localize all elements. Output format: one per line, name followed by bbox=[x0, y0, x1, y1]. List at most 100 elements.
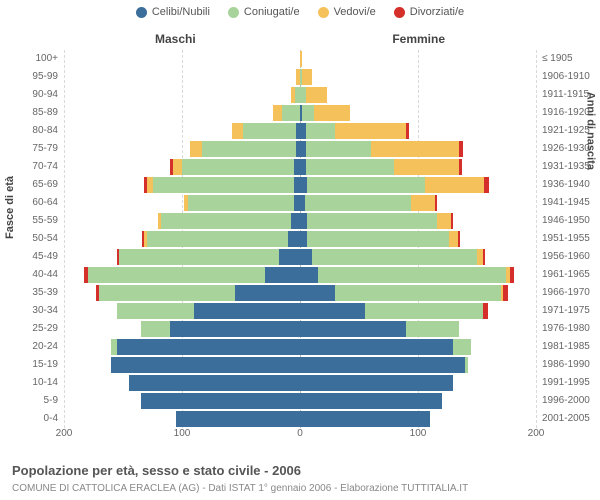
bar-segment bbox=[302, 69, 311, 85]
birth-tick: 1961-1965 bbox=[538, 266, 600, 284]
bar-segment bbox=[141, 321, 171, 337]
male-bar bbox=[141, 321, 300, 337]
bar-segment bbox=[302, 105, 314, 121]
bar-segment bbox=[459, 141, 463, 157]
birth-tick: 1986-1990 bbox=[538, 356, 600, 374]
bar-segment bbox=[235, 285, 300, 301]
birth-tick: 1991-1995 bbox=[538, 374, 600, 392]
female-label: Femmine bbox=[392, 32, 445, 46]
pyramid-row bbox=[64, 302, 536, 320]
bar-segment bbox=[306, 87, 327, 103]
legend-item: Divorziati/e bbox=[394, 6, 464, 18]
x-tick: 100 bbox=[174, 428, 191, 439]
pyramid-row bbox=[64, 392, 536, 410]
legend-label: Celibi/Nubili bbox=[152, 6, 210, 18]
bar-segment bbox=[449, 231, 458, 247]
birth-tick: 1941-1945 bbox=[538, 194, 600, 212]
male-bar bbox=[232, 123, 300, 139]
bar-segment bbox=[300, 303, 365, 319]
birth-tick: 1981-1985 bbox=[538, 338, 600, 356]
bar-segment bbox=[300, 213, 307, 229]
bar-segment bbox=[188, 195, 294, 211]
pyramid-row bbox=[64, 338, 536, 356]
bar-segment bbox=[170, 321, 300, 337]
female-bar bbox=[300, 303, 488, 319]
bar-segment bbox=[119, 249, 278, 265]
pyramid-row bbox=[64, 284, 536, 302]
bar-segment bbox=[99, 285, 235, 301]
male-bar bbox=[141, 393, 300, 409]
bar-segment bbox=[483, 303, 488, 319]
bar-segment bbox=[300, 321, 406, 337]
bar-segment bbox=[273, 105, 282, 121]
age-tick: 10-14 bbox=[0, 374, 62, 392]
bar-segment bbox=[300, 339, 453, 355]
bar-segment bbox=[300, 357, 465, 373]
bar-segment bbox=[453, 339, 471, 355]
birth-tick: 1966-1970 bbox=[538, 284, 600, 302]
female-bar bbox=[300, 141, 463, 157]
female-bar bbox=[300, 249, 485, 265]
female-bar bbox=[300, 393, 442, 409]
male-label: Maschi bbox=[155, 32, 196, 46]
bar-segment bbox=[291, 213, 300, 229]
female-bar bbox=[300, 87, 327, 103]
pyramid-row bbox=[64, 248, 536, 266]
bar-segment bbox=[305, 195, 411, 211]
bar-segment bbox=[300, 285, 335, 301]
pyramid-row bbox=[64, 176, 536, 194]
age-tick: 90-94 bbox=[0, 86, 62, 104]
age-tick: 100+ bbox=[0, 50, 62, 68]
bar-segment bbox=[425, 177, 484, 193]
female-bar bbox=[300, 321, 459, 337]
birth-tick: 1926-1930 bbox=[538, 140, 600, 158]
pyramid-row bbox=[64, 212, 536, 230]
male-bar bbox=[117, 303, 300, 319]
age-tick: 70-74 bbox=[0, 158, 62, 176]
female-bar bbox=[300, 105, 350, 121]
bar-segment bbox=[458, 231, 460, 247]
age-tick: 50-54 bbox=[0, 230, 62, 248]
bar-segment bbox=[406, 123, 408, 139]
age-tick: 30-34 bbox=[0, 302, 62, 320]
male-bar bbox=[96, 285, 300, 301]
bar-segment bbox=[288, 231, 300, 247]
pyramid-row bbox=[64, 122, 536, 140]
bar-segment bbox=[306, 159, 395, 175]
bar-segment bbox=[484, 177, 489, 193]
age-tick: 95-99 bbox=[0, 68, 62, 86]
female-bar bbox=[300, 231, 460, 247]
chart-source: COMUNE DI CATTOLICA ERACLEA (AG) - Dati … bbox=[12, 483, 468, 494]
birth-tick: 1971-1975 bbox=[538, 302, 600, 320]
birth-tick: 1976-1980 bbox=[538, 320, 600, 338]
legend-item: Vedovi/e bbox=[318, 6, 376, 18]
legend-label: Vedovi/e bbox=[334, 6, 376, 18]
bar-segment bbox=[306, 123, 336, 139]
bar-segment bbox=[335, 285, 500, 301]
female-bar bbox=[300, 123, 409, 139]
population-pyramid-chart: Celibi/Nubili Coniugati/e Vedovi/e Divorzia… bbox=[0, 0, 600, 500]
birth-tick: 1996-2000 bbox=[538, 392, 600, 410]
bar-segment bbox=[182, 159, 294, 175]
legend-label: Coniugati/e bbox=[244, 6, 300, 18]
bar-segment bbox=[300, 231, 307, 247]
female-bar bbox=[300, 411, 430, 427]
bar-segment bbox=[147, 231, 289, 247]
bar-segment bbox=[312, 249, 477, 265]
bar-segment bbox=[300, 267, 318, 283]
bar-segment bbox=[300, 51, 302, 67]
bar-segment bbox=[306, 141, 371, 157]
bar-segment bbox=[88, 267, 265, 283]
legend-swatch bbox=[228, 7, 239, 18]
bar-segment bbox=[194, 303, 300, 319]
age-tick: 85-89 bbox=[0, 104, 62, 122]
legend-item: Celibi/Nubili bbox=[136, 6, 210, 18]
age-tick: 35-39 bbox=[0, 284, 62, 302]
female-bar bbox=[300, 177, 489, 193]
birth-tick: 1911-1915 bbox=[538, 86, 600, 104]
birth-tick: 1916-1920 bbox=[538, 104, 600, 122]
bar-segment bbox=[153, 177, 295, 193]
male-bar bbox=[291, 87, 300, 103]
bar-segment bbox=[161, 213, 291, 229]
age-tick: 65-69 bbox=[0, 176, 62, 194]
